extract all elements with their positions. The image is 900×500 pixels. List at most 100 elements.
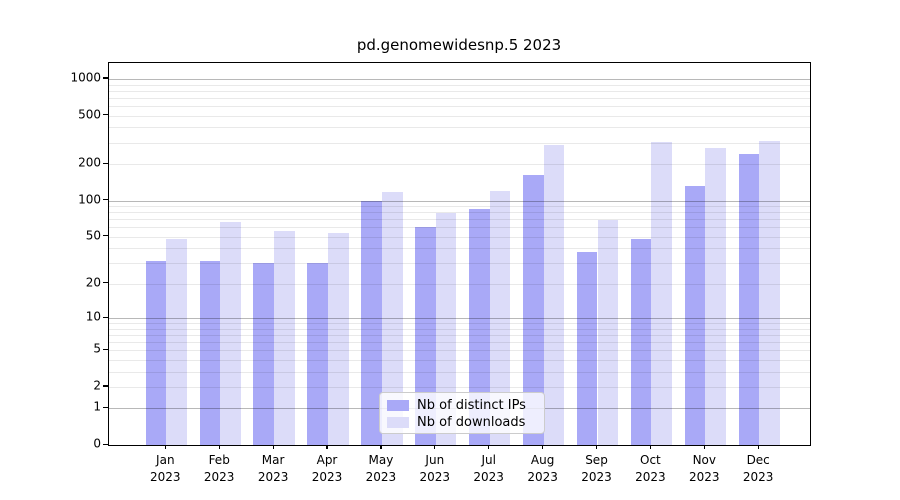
y-tick-label-20: 20	[85, 275, 101, 290]
gridline-y-70	[109, 219, 810, 221]
gridline-y-2	[109, 386, 810, 388]
gridline-y-20	[109, 283, 810, 285]
y-tick-mark-50	[103, 235, 108, 237]
x-tick-mark-oct	[649, 444, 652, 449]
x-tick-label-apr: Apr 2023	[297, 452, 357, 486]
gridline-y-6	[109, 341, 810, 343]
gridline-y-300	[109, 142, 810, 144]
x-tick-mark-dec	[757, 444, 759, 449]
x-tick-mark-apr	[326, 444, 328, 449]
legend-label-distinct-ips: Nb of distinct IPs	[417, 398, 526, 413]
legend-swatch-downloads-icon	[387, 417, 409, 428]
chart-title: pd.genomewidesnp.5 2023	[356, 36, 562, 54]
bar-downloads-apr	[328, 232, 349, 445]
bar-downloads-mar	[274, 230, 295, 445]
x-tick-label-jun: Jun 2023	[405, 452, 465, 486]
y-tick-mark-200	[103, 162, 108, 164]
bar-distinct-ips-oct	[630, 238, 652, 445]
x-tick-mark-may	[380, 444, 382, 449]
x-tick-label-nov: Nov 2023	[674, 452, 734, 486]
gridline-y-900	[109, 84, 810, 86]
x-tick-year-feb: 2023	[203, 470, 235, 484]
gridline-y-60	[109, 227, 810, 229]
y-tick-label-0: 0	[93, 436, 101, 451]
x-tick-year-sep: 2023	[581, 470, 612, 484]
x-tick-year-may: 2023	[365, 470, 397, 484]
bar-downloads-feb	[220, 222, 241, 445]
x-tick-mark-jan	[164, 444, 166, 449]
bar-distinct-ips-mar	[253, 263, 275, 445]
x-tick-mark-sep	[595, 444, 598, 449]
bar-downloads-nov	[705, 147, 726, 445]
gridline-y-7	[109, 334, 810, 336]
x-tick-mark-feb	[218, 444, 220, 449]
x-tick-year-apr: 2023	[311, 470, 343, 484]
gridline-y-40	[109, 248, 810, 250]
legend: Nb of distinct IPs Nb of downloads	[379, 392, 545, 434]
y-tick-label-10: 10	[85, 309, 101, 324]
gridline-y-50	[109, 236, 810, 238]
legend-swatch-distinct-ips-icon	[387, 400, 409, 411]
x-tick-mark-jun	[434, 444, 436, 449]
gridline-y-700	[109, 97, 810, 99]
x-tick-label-sep: Sep 2023	[567, 452, 627, 486]
x-tick-mark-jul	[488, 444, 490, 449]
legend-entry-distinct-ips: Nb of distinct IPs	[387, 397, 536, 414]
gridline-y-90	[109, 206, 810, 207]
y-tick-mark-500	[103, 114, 108, 116]
bar-distinct-ips-feb	[199, 261, 221, 445]
bar-downloads-dec	[759, 141, 780, 445]
gridline-y-4	[109, 359, 810, 361]
y-tick-mark-2	[103, 385, 108, 387]
bar-distinct-ips-may	[361, 200, 382, 445]
y-tick-label-500: 500	[78, 107, 101, 122]
bar-downloads-oct	[651, 141, 673, 445]
gridline-y-30	[109, 263, 810, 265]
gridline-y-600	[109, 106, 810, 107]
gridline-y-800	[109, 90, 810, 92]
gridline-y-500	[109, 115, 810, 117]
y-tick-label-100: 100	[78, 192, 101, 207]
bar-distinct-ips-aug	[522, 174, 544, 445]
bar-distinct-ips-dec	[738, 153, 760, 445]
y-tick-mark-0	[103, 443, 108, 445]
x-tick-year-jul: 2023	[473, 470, 504, 484]
x-tick-mark-mar	[272, 444, 274, 449]
x-tick-mark-nov	[703, 444, 705, 449]
legend-label-downloads: Nb of downloads	[417, 415, 526, 430]
y-tick-mark-1	[103, 406, 108, 409]
y-tick-mark-20	[103, 282, 108, 284]
gridline-y-80	[109, 212, 810, 214]
x-tick-year-mar: 2023	[257, 470, 289, 484]
x-tick-label-jan: Jan 2023	[135, 452, 195, 486]
bar-distinct-ips-apr	[307, 263, 328, 445]
gridline-y-400	[109, 127, 810, 129]
x-tick-label-jul: Jul 2023	[459, 452, 519, 486]
x-tick-year-jun: 2023	[419, 470, 451, 484]
gridline-y-3	[109, 371, 810, 373]
gridline-y-5	[109, 350, 810, 352]
y-tick-label-1000: 1000	[70, 70, 101, 85]
bar-downloads-jun	[435, 212, 457, 445]
x-tick-mark-aug	[542, 444, 544, 449]
bar-downloads-jan	[166, 238, 187, 445]
x-tick-label-may: May 2023	[351, 452, 411, 486]
bar-downloads-aug	[543, 144, 565, 445]
bar-distinct-ips-jul	[469, 209, 490, 445]
gridline-y-1000	[109, 78, 810, 80]
x-tick-year-dec: 2023	[742, 470, 774, 484]
y-tick-label-200: 200	[78, 155, 101, 170]
gridline-y-10	[109, 318, 810, 319]
bar-downloads-sep	[597, 219, 619, 445]
x-tick-year-aug: 2023	[527, 470, 558, 484]
x-tick-label-mar: Mar 2023	[243, 452, 303, 486]
plot-area	[108, 62, 811, 446]
y-tick-mark-100	[103, 199, 108, 201]
gridline-y-100	[109, 200, 810, 202]
bar-downloads-jul	[489, 191, 511, 445]
gridline-y-8	[109, 328, 810, 330]
x-tick-label-dec: Dec 2023	[728, 452, 788, 486]
gridline-y-9	[109, 323, 810, 324]
y-tick-label-5: 5	[93, 341, 101, 356]
